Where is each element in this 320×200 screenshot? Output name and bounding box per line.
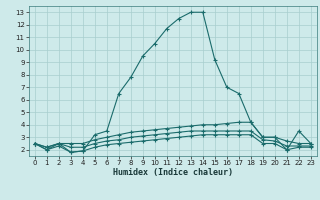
X-axis label: Humidex (Indice chaleur): Humidex (Indice chaleur): [113, 168, 233, 177]
